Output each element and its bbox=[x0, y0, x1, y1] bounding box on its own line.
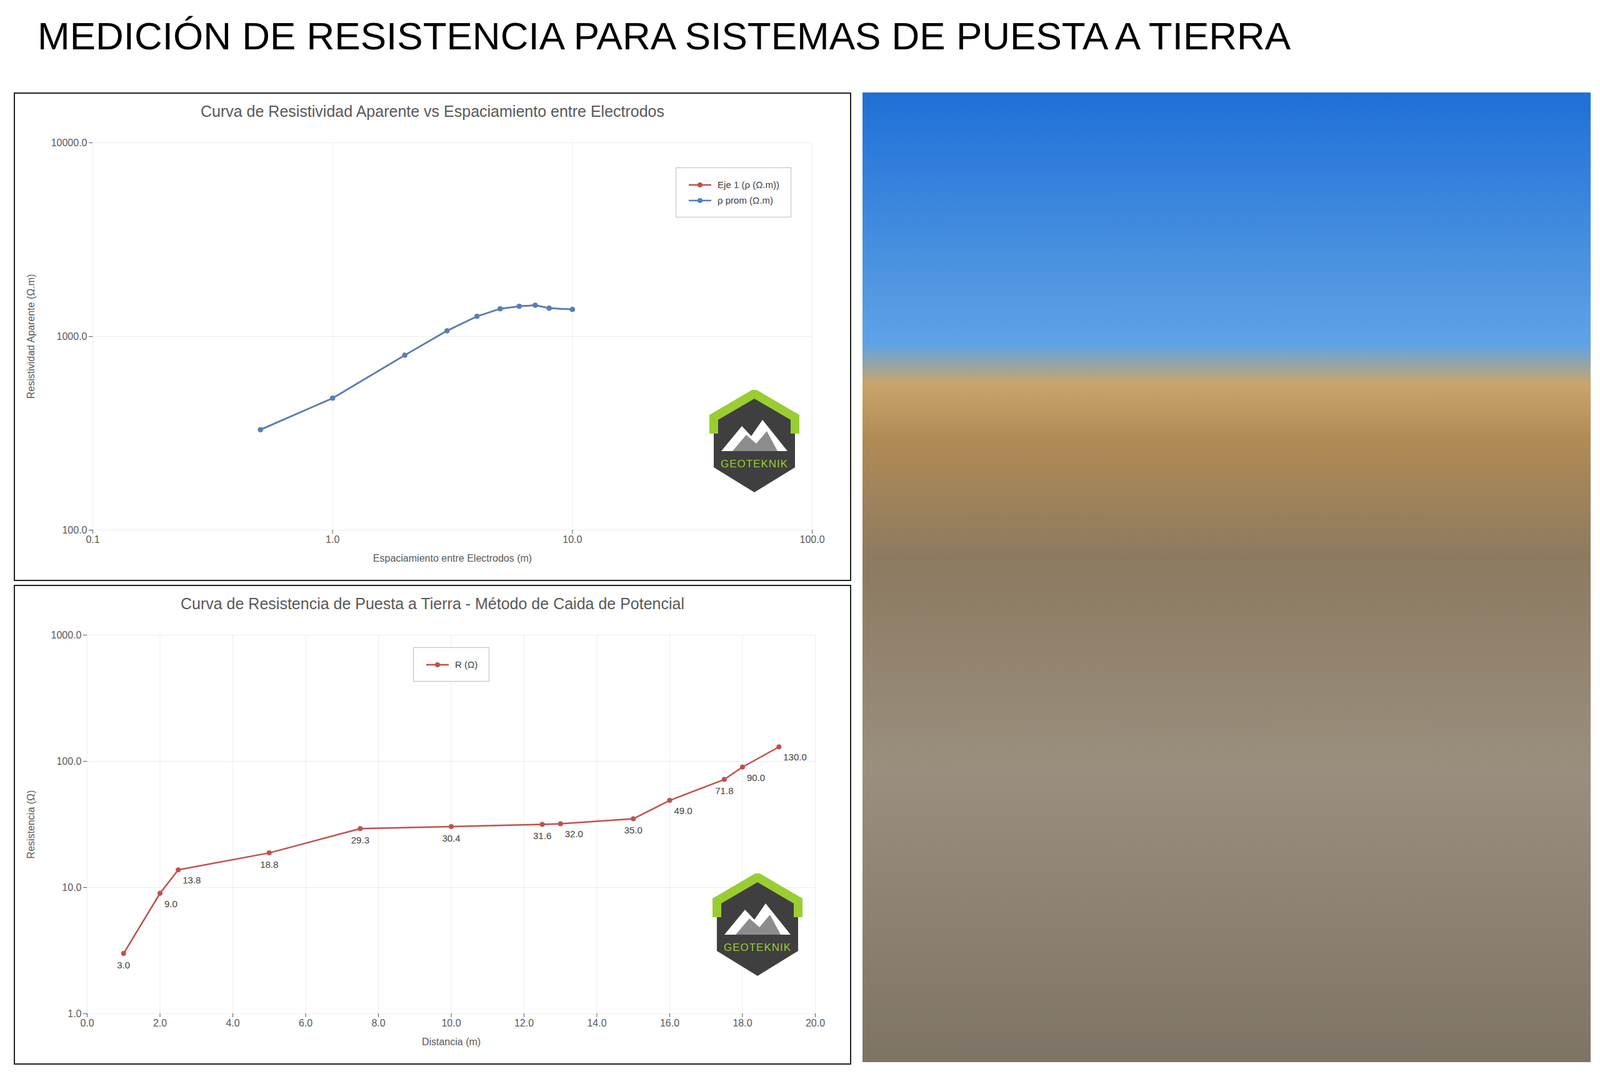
svg-text:4.0: 4.0 bbox=[225, 1018, 240, 1029]
svg-text:18.0: 18.0 bbox=[732, 1018, 752, 1029]
svg-text:8.0: 8.0 bbox=[371, 1018, 385, 1029]
svg-text:32.0: 32.0 bbox=[565, 828, 584, 840]
html-text:Curva de Resistividad Aparente: Curva de Resistividad Aparente vs Espaci… bbox=[200, 102, 665, 120]
svg-text:1000.0: 1000.0 bbox=[56, 331, 88, 342]
svg-text:31.6: 31.6 bbox=[533, 830, 552, 842]
svg-text:10.0: 10.0 bbox=[562, 534, 582, 545]
svg-text:2.0: 2.0 bbox=[153, 1018, 167, 1029]
svg-text:Espaciamiento entre Electrodos: Espaciamiento entre Electrodos (m) bbox=[373, 553, 532, 564]
svg-text:1.0: 1.0 bbox=[325, 534, 340, 545]
html-text:ρ prom (Ω.m): ρ prom (Ω.m) bbox=[717, 195, 774, 206]
svg-text:10000.0: 10000.0 bbox=[51, 137, 88, 149]
svg-text:GEOTEKNIK: GEOTEKNIK bbox=[723, 941, 792, 954]
svg-text:14.0: 14.0 bbox=[586, 1018, 607, 1029]
html-text:MEDICIÓN DE RESISTENCIA PARA S: MEDICIÓN DE RESISTENCIA PARA SISTEMAS DE… bbox=[37, 14, 1291, 58]
svg-text:49.0: 49.0 bbox=[674, 805, 693, 817]
svg-text:13.8: 13.8 bbox=[182, 875, 201, 886]
svg-text:0.0: 0.0 bbox=[80, 1018, 94, 1029]
svg-text:10.0: 10.0 bbox=[61, 882, 82, 894]
svg-text:GEOTEKNIK: GEOTEKNIK bbox=[720, 458, 789, 470]
svg-text:71.8: 71.8 bbox=[715, 785, 734, 797]
svg-text:Resistencia (Ω): Resistencia (Ω) bbox=[25, 790, 37, 860]
svg-text:130.0: 130.0 bbox=[783, 751, 807, 763]
svg-text:100.0: 100.0 bbox=[61, 525, 87, 536]
svg-text:Distancia (m): Distancia (m) bbox=[421, 1036, 481, 1048]
svg-text:16.0: 16.0 bbox=[660, 1018, 680, 1029]
svg-text:100.0: 100.0 bbox=[56, 756, 82, 767]
svg-text:9.0: 9.0 bbox=[164, 898, 178, 910]
svg-text:0.1: 0.1 bbox=[85, 534, 100, 545]
svg-text:18.8: 18.8 bbox=[260, 859, 279, 870]
svg-text:100.0: 100.0 bbox=[799, 534, 825, 545]
svg-text:10.0: 10.0 bbox=[441, 1018, 461, 1029]
html-text:Curva de Resistencia de Puesta: Curva de Resistencia de Puesta a Tierra … bbox=[180, 595, 685, 613]
svg-text:Resistividad Aparente (Ω.m): Resistividad Aparente (Ω.m) bbox=[25, 274, 37, 400]
svg-text:35.0: 35.0 bbox=[624, 825, 643, 836]
svg-text:30.4: 30.4 bbox=[441, 833, 460, 844]
svg-text:20.0: 20.0 bbox=[805, 1018, 825, 1029]
svg-text:1000.0: 1000.0 bbox=[51, 630, 82, 641]
svg-text:1.0: 1.0 bbox=[67, 1008, 82, 1020]
svg-text:29.3: 29.3 bbox=[351, 835, 370, 846]
html-text:R (Ω): R (Ω) bbox=[455, 659, 478, 670]
html-text:Eje 1 (ρ (Ω.m)): Eje 1 (ρ (Ω.m)) bbox=[717, 179, 780, 190]
svg-text:90.0: 90.0 bbox=[746, 772, 765, 784]
svg-text:6.0: 6.0 bbox=[298, 1018, 313, 1029]
svg-text:3.0: 3.0 bbox=[116, 960, 130, 971]
svg-text:12.0: 12.0 bbox=[514, 1018, 534, 1029]
